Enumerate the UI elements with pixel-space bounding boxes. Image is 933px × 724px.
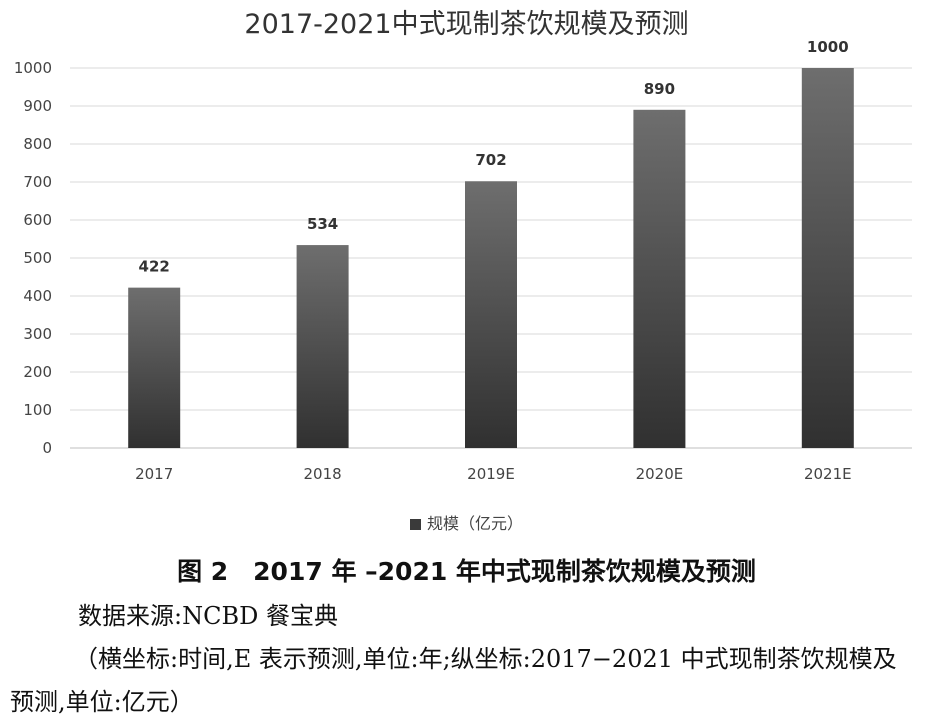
y-tick-label: 1000 bbox=[14, 59, 52, 77]
x-axis-ticks: 2017 2018 2019E 2020E 2021E bbox=[135, 465, 852, 483]
y-axis-ticks: 0 100 200 300 400 500 600 700 800 900 1000 bbox=[14, 59, 52, 457]
bar-chart: 0 100 200 300 400 500 600 700 800 900 1000 422 534 7… bbox=[14, 38, 912, 483]
chart-title: 2017-2021中式现制茶饮规模及预测 bbox=[244, 9, 689, 40]
x-tick-label: 2019E bbox=[467, 465, 515, 483]
legend-label: 规模（亿元） bbox=[426, 514, 523, 533]
figure-caption: 图 2 2017 年 –2021 年中式现制茶饮规模及预测 bbox=[177, 557, 756, 586]
y-tick-label: 400 bbox=[23, 287, 52, 305]
y-tick-label: 600 bbox=[23, 211, 52, 229]
y-tick-label: 900 bbox=[23, 97, 52, 115]
y-tick-label: 700 bbox=[23, 173, 52, 191]
bar bbox=[801, 68, 854, 448]
data-label: 422 bbox=[139, 258, 170, 276]
bar bbox=[465, 181, 517, 449]
legend-swatch bbox=[409, 519, 421, 530]
data-label: 1000 bbox=[807, 38, 849, 56]
y-tick-label: 500 bbox=[23, 249, 52, 267]
legend: 规模（亿元） bbox=[0, 510, 933, 534]
data-label: 702 bbox=[475, 151, 506, 169]
data-label: 534 bbox=[307, 215, 338, 233]
axis-note: （横坐标:时间,E 表示预测,单位:年;纵坐标:2017−2021 中式现制茶饮… bbox=[10, 645, 897, 716]
bar bbox=[296, 245, 349, 448]
data-labels: 422 534 702 890 1000 bbox=[139, 38, 849, 276]
source-note: 数据来源:NCBD 餐宝典 bbox=[78, 602, 338, 630]
data-label: 890 bbox=[644, 80, 675, 98]
y-tick-label: 200 bbox=[23, 363, 52, 381]
y-tick-label: 800 bbox=[23, 135, 52, 153]
x-tick-label: 2017 bbox=[135, 465, 173, 483]
x-tick-label: 2018 bbox=[304, 465, 342, 483]
bars bbox=[128, 68, 854, 449]
x-tick-label: 2021E bbox=[804, 465, 852, 483]
x-tick-label: 2020E bbox=[636, 465, 684, 483]
bar bbox=[128, 287, 181, 448]
y-tick-label: 300 bbox=[23, 325, 52, 343]
y-tick-label: 0 bbox=[42, 439, 52, 457]
y-tick-label: 100 bbox=[23, 401, 52, 419]
bar bbox=[633, 109, 686, 449]
